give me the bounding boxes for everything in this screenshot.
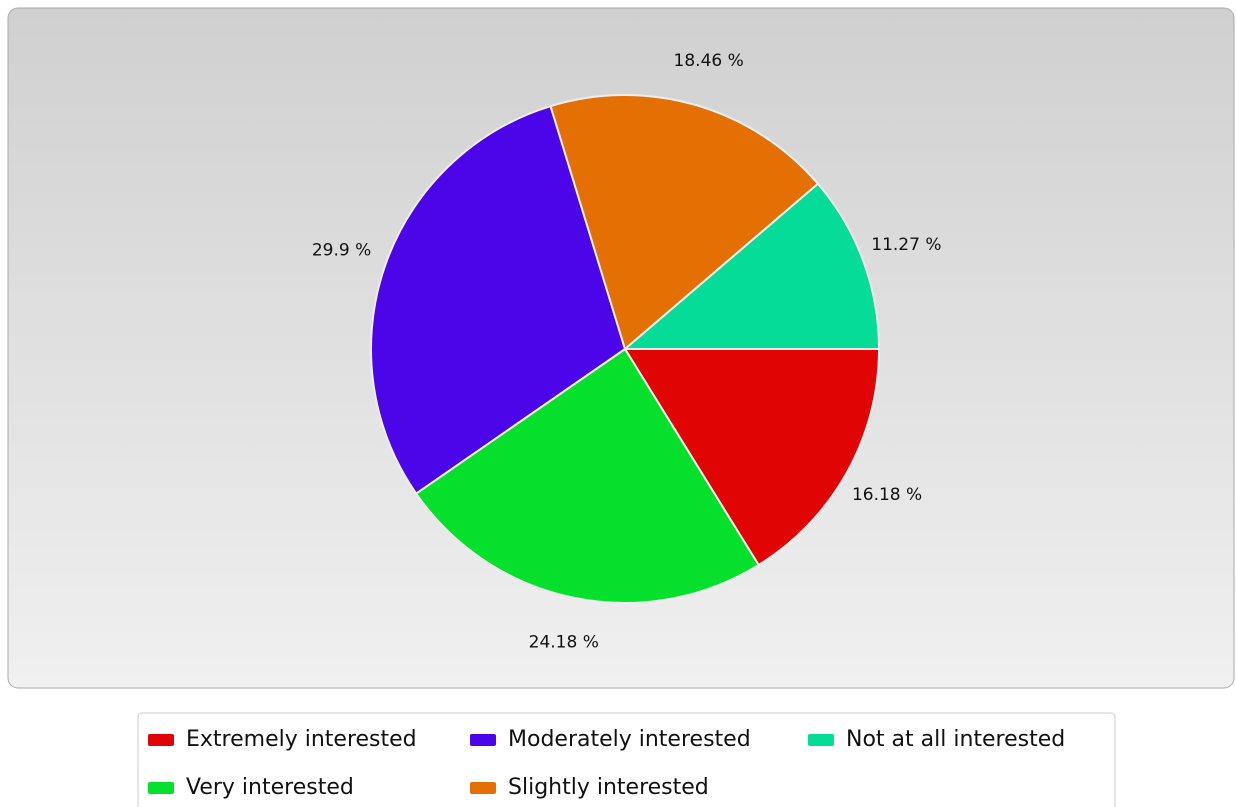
- legend-label: Very interested: [186, 775, 354, 800]
- pie-slice: [370, 104, 627, 495]
- legend-swatch: [470, 734, 496, 746]
- pie-slice: [549, 94, 820, 351]
- legend-label: Extremely interested: [186, 727, 417, 752]
- legend-box: [137, 712, 1116, 807]
- data-label: 24.18 %: [529, 633, 599, 653]
- data-label: 29.9 %: [312, 241, 371, 261]
- legend-label: Not at all interested: [846, 727, 1065, 752]
- legend-swatch: [470, 782, 496, 794]
- legend-swatch: [148, 734, 174, 746]
- pie-slice: [414, 347, 761, 604]
- data-label: 11.27 %: [871, 235, 941, 255]
- data-label: 18.46 %: [674, 51, 744, 71]
- pie-slice: [622, 182, 881, 350]
- legend-swatch: [808, 734, 834, 746]
- data-label: 16.18 %: [852, 485, 922, 505]
- pie-slice: [623, 348, 881, 567]
- legend-label: Slightly interested: [508, 775, 709, 800]
- legend-label: Moderately interested: [508, 727, 751, 752]
- legend-swatch: [148, 782, 174, 794]
